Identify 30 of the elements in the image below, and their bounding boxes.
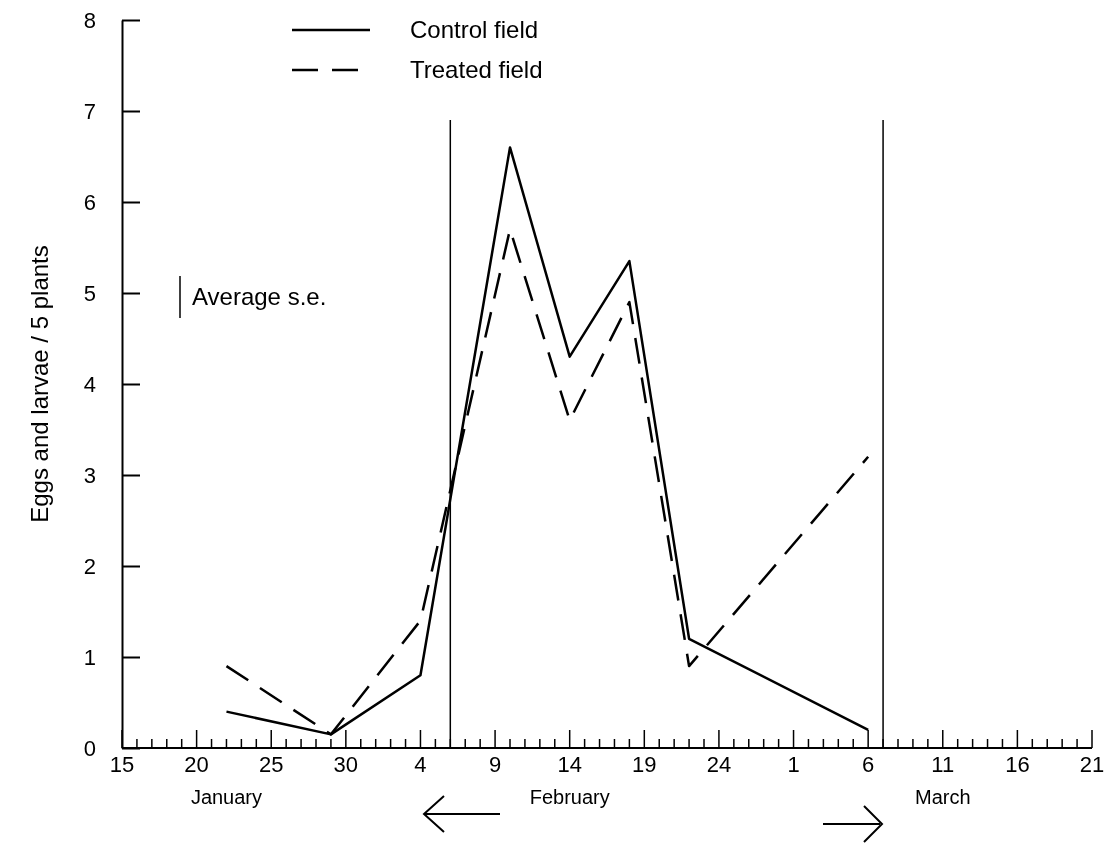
x-tick-label: 19 (632, 752, 657, 777)
y-tick-label: 0 (83, 735, 96, 761)
x-tick-label: 24 (706, 752, 732, 777)
y-axis-title: Eggs and larvae / 5 plants (26, 245, 53, 523)
y-tick-label: 4 (83, 371, 96, 397)
y-tick-label: 6 (83, 189, 96, 215)
x-tick-label: 16 (1005, 752, 1030, 777)
y-tick-label: 1 (83, 644, 96, 670)
y-tick-label: 2 (83, 553, 96, 579)
text: February (529, 786, 610, 808)
x-tick-label: 14 (557, 752, 582, 777)
x-tick-label: 4 (414, 752, 427, 777)
x-tick-label: 20 (184, 752, 209, 777)
x-tick-label: 6 (862, 752, 875, 777)
annotation: Average s.e. (192, 283, 327, 311)
x-tick-label: 15 (109, 752, 135, 777)
x-tick-label: 30 (333, 752, 359, 777)
y-tick-label: 8 (83, 7, 96, 33)
x-tick-label: 25 (258, 752, 284, 777)
x-tick-label: 11 (931, 752, 955, 777)
y-tick-label: 5 (83, 280, 96, 306)
y-tick-label: 3 (83, 462, 96, 488)
text: March (914, 786, 971, 808)
legend-label: Control field (410, 16, 539, 44)
x-tick-label: 9 (488, 752, 502, 777)
x-tick-label: 21 (1079, 752, 1105, 777)
y-tick-label: 7 (83, 98, 96, 124)
text: January (190, 786, 263, 808)
legend-label: Treated field (410, 56, 543, 84)
x-tick-label: 1 (787, 752, 800, 777)
